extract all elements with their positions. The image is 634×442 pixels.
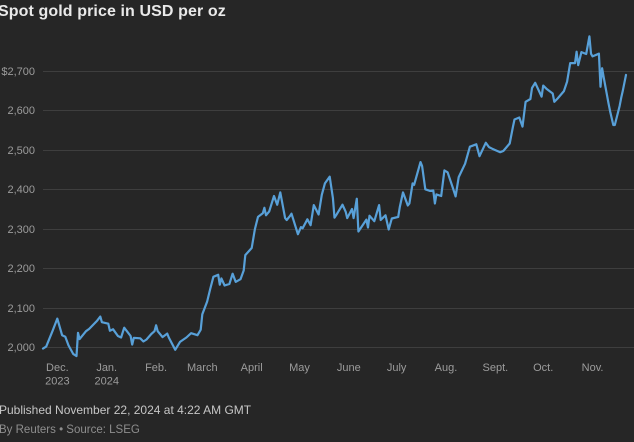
y-axis-labels: $2,700 2,600 2,500 2,400 2,300 2,200 2,100 2,00…	[1, 66, 35, 354]
x-tick-label: May	[289, 362, 310, 374]
x-tick-label: Jan.	[96, 362, 117, 374]
published-timestamp: Published November 22, 2024 at 4:22 AM G…	[0, 403, 252, 417]
x-tick-year-label: 2024	[94, 376, 118, 388]
x-tick-label: Sept.	[483, 362, 509, 374]
x-tick-year-label: 2023	[45, 376, 69, 388]
y-tick-label: 2,500	[7, 145, 35, 157]
x-axis-labels: Dec. 2023 Jan. 2024 Feb. March April May June Jul…	[45, 362, 603, 388]
x-tick-label: Oct.	[533, 362, 553, 374]
y-tick-label: 2,200	[7, 263, 35, 275]
x-tick-label: Nov.	[582, 362, 604, 374]
byline-source: By Reuters • Source: LSEG	[0, 424, 140, 436]
x-tick-label: April	[241, 362, 263, 374]
y-tick-label: 2,000	[7, 342, 35, 354]
x-tick-label: Dec.	[46, 362, 69, 374]
y-tick-label: 2,600	[7, 105, 35, 117]
y-tick-label: $2,700	[1, 66, 35, 78]
y-tick-label: 2,100	[7, 303, 35, 315]
gold-price-line	[41, 35, 628, 358]
x-tick-label: March	[187, 362, 218, 374]
x-tick-label: July	[387, 362, 407, 374]
x-tick-label: June	[337, 362, 361, 374]
x-tick-label: Aug.	[435, 362, 458, 374]
x-tick-label: Feb.	[145, 362, 167, 374]
y-tick-label: 2,400	[7, 184, 35, 196]
chart-title: Spot gold price in USD per oz	[0, 3, 226, 20]
gridlines	[43, 71, 634, 348]
y-tick-label: 2,300	[7, 224, 35, 236]
